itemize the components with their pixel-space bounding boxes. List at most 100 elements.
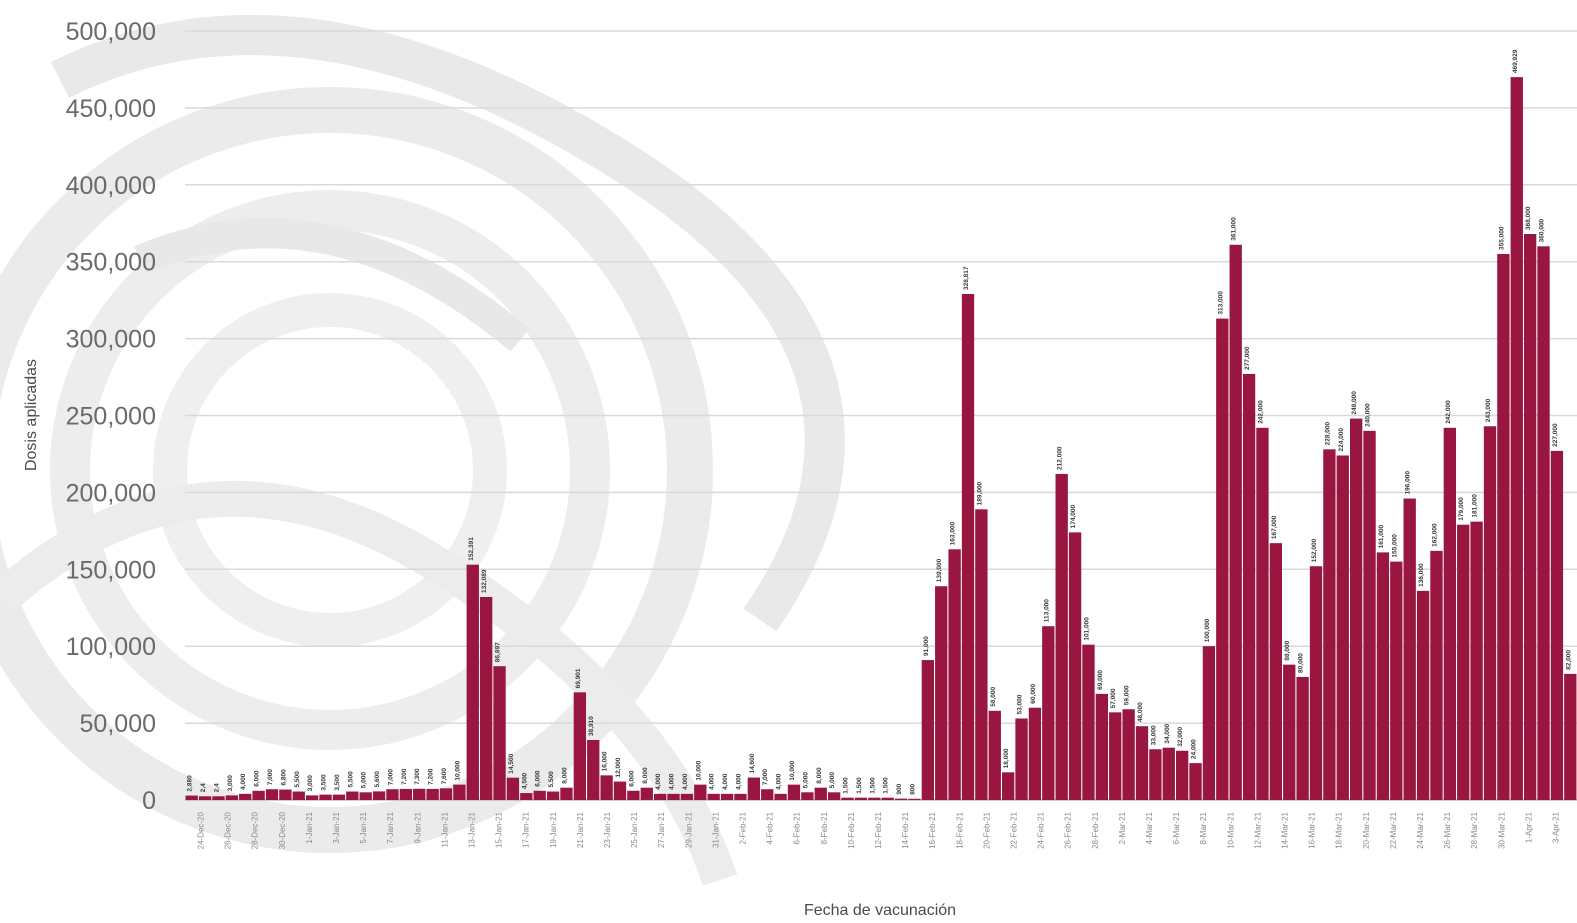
y-tick-label: 450,000: [66, 95, 156, 123]
bar-value-label: 167,000: [1271, 515, 1278, 539]
bar: [1363, 430, 1376, 800]
bar-value-label: 5,000: [802, 772, 809, 789]
bar: [653, 793, 667, 800]
bar: [1015, 718, 1028, 800]
bar-value-label: 4,000: [722, 773, 729, 790]
bar: [399, 788, 413, 800]
bar-value-label: 24,000: [1191, 739, 1198, 759]
x-tick-label: 3-Apr-21: [1551, 811, 1560, 843]
x-tick-label: 28-Feb-21: [1091, 811, 1100, 848]
bar: [694, 784, 707, 800]
x-tick-label: 11-Jan-21: [440, 811, 449, 847]
x-tick-label: 12-Feb-21: [874, 811, 883, 848]
bar-value-label: 224,000: [1338, 428, 1345, 452]
bar: [1242, 373, 1256, 800]
bar: [305, 795, 319, 800]
bar: [185, 795, 198, 800]
x-tick-label: 15-Jan-21: [495, 811, 504, 848]
bar-value-label: 10,000: [789, 760, 796, 780]
x-tick-label: 18-Mar-21: [1335, 811, 1344, 848]
bar: [1564, 673, 1577, 800]
bar-value-label: 6,000: [628, 770, 635, 787]
bar: [332, 794, 346, 800]
x-tick-label: 30-Dec-20: [278, 811, 287, 849]
bar: [1483, 426, 1497, 800]
bar-value-label: 368,000: [1525, 206, 1532, 230]
x-tick-label: 6-Feb-21: [793, 811, 802, 844]
bar-value-label: 152,391: [468, 537, 475, 561]
bar-value-label: 7,200: [428, 768, 435, 785]
x-tick-label: 22-Mar-21: [1389, 811, 1398, 848]
bar-value-label: 355,000: [1498, 226, 1505, 250]
bar-value-label: 277,000: [1244, 346, 1251, 370]
bar: [1256, 427, 1269, 800]
bar: [787, 784, 801, 800]
x-tick-label: 13-Jan-21: [468, 811, 477, 848]
bar: [720, 793, 734, 800]
bar-value-label: 6,800: [280, 769, 287, 786]
bar: [761, 789, 774, 800]
bar: [439, 788, 453, 800]
bar: [493, 666, 506, 800]
bar-value-label: 88,000: [1284, 640, 1291, 660]
bar-value-label: 5,500: [347, 771, 354, 788]
x-tick-label: 14-Mar-21: [1280, 811, 1289, 848]
x-tick-label: 30-Mar-21: [1497, 811, 1506, 848]
x-tick-label: 16-Feb-21: [928, 811, 937, 848]
bar: [841, 797, 854, 800]
x-tick-label: 21-Jan-21: [576, 811, 585, 848]
x-tick-label: 3-Jan-21: [332, 811, 341, 843]
bar: [453, 784, 466, 800]
bar-value-label: 91,000: [923, 636, 930, 656]
bar-value-label: 8,000: [816, 767, 823, 784]
bar-value-label: 313,000: [1217, 291, 1224, 315]
bar-value-label: 82,000: [1565, 650, 1572, 670]
x-tick-label: 31-Jan-21: [711, 811, 720, 848]
bar-value-label: 4,000: [655, 773, 662, 790]
x-tick-label: 9-Jan-21: [413, 811, 422, 843]
bar: [1309, 566, 1323, 800]
bar-value-label: 5,000: [361, 772, 368, 789]
bar-value-label: 179,000: [1458, 497, 1465, 521]
bar-value-label: 161,000: [1378, 525, 1385, 549]
bar-value-label: 2,4: [213, 783, 220, 792]
bar: [1497, 254, 1510, 800]
x-tick-label: 28-Mar-21: [1470, 811, 1479, 848]
y-tick-label: 350,000: [66, 249, 156, 277]
bar-value-label: 2,4: [200, 783, 207, 792]
bar-value-label: 86,897: [495, 642, 502, 662]
bar-value-label: 59,000: [1124, 685, 1131, 705]
bar: [560, 787, 573, 800]
bar: [1470, 521, 1483, 800]
bar-value-label: 189,000: [976, 481, 983, 505]
x-tick-label: 24-Dec-20: [197, 811, 206, 849]
bar-value-label: 7,200: [401, 768, 408, 785]
bar-value-label: 242,000: [1445, 400, 1452, 424]
bar: [198, 796, 212, 800]
x-tick-label: 28-Dec-20: [251, 811, 260, 849]
bar-value-label: 8,000: [561, 767, 568, 784]
bar: [961, 293, 975, 800]
bar-value-label: 1,500: [843, 777, 850, 794]
bar-value-label: 196,000: [1405, 471, 1412, 495]
bar: [1376, 552, 1390, 800]
bar-value-label: 4,500: [521, 772, 528, 789]
bars: [185, 77, 1577, 801]
bar-value-label: 2,880: [187, 775, 194, 792]
x-tick-label: 5-Jan-21: [359, 811, 368, 843]
y-tick-label: 100,000: [66, 633, 156, 661]
bar: [975, 509, 988, 800]
bar: [1082, 644, 1095, 800]
bar-value-label: 38,910: [588, 716, 595, 736]
x-tick-label: 12-Mar-21: [1253, 811, 1262, 848]
bar: [252, 790, 265, 800]
bar: [1510, 77, 1523, 800]
bar-value-label: 5,500: [548, 771, 555, 788]
bar-value-label: 469,929: [1512, 49, 1519, 73]
y-tick-label: 300,000: [66, 326, 156, 354]
bar-value-label: 139,000: [936, 558, 943, 582]
bar: [426, 788, 439, 800]
bar-value-label: 8,000: [642, 767, 649, 784]
bar-value-label: 53,000: [1017, 694, 1024, 714]
